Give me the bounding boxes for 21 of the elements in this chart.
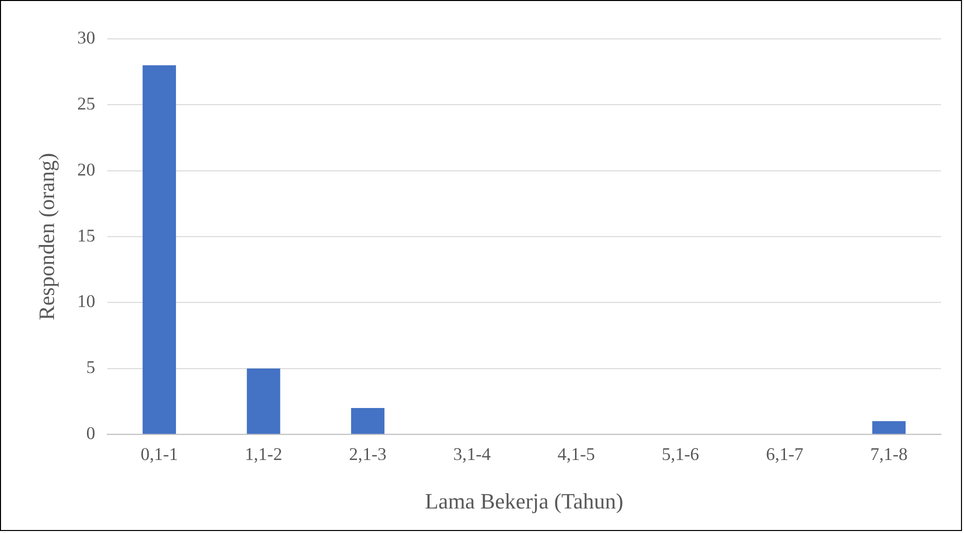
x-axis-title: Lama Bekerja (Tahun) [424, 488, 624, 514]
y-tick-label: 20 [77, 159, 96, 180]
x-tick-label: 4,1-5 [558, 444, 595, 464]
bar [142, 65, 176, 434]
y-tick-label: 0 [86, 423, 96, 444]
x-tick-label: 1,1-2 [244, 444, 282, 464]
y-tick-label: 25 [77, 94, 96, 114]
x-tick-label: 2,1-3 [349, 444, 386, 464]
y-axis-title: Responden (orang) [34, 152, 59, 320]
y-tick-label: 30 [77, 28, 96, 48]
bar [872, 421, 906, 434]
x-tick-label: 6,1-7 [766, 444, 804, 464]
y-tick-label: 5 [86, 357, 96, 378]
x-tick-label: 7,1-8 [870, 444, 908, 464]
y-tick-label: 10 [77, 291, 96, 312]
bar [351, 408, 384, 434]
y-tick-label: 15 [77, 225, 96, 246]
x-tick-label: 0,1-1 [140, 444, 178, 464]
bar [246, 368, 280, 434]
x-tick-label: 3,1-4 [453, 444, 491, 464]
x-tick-label: 5,1-6 [662, 444, 700, 464]
